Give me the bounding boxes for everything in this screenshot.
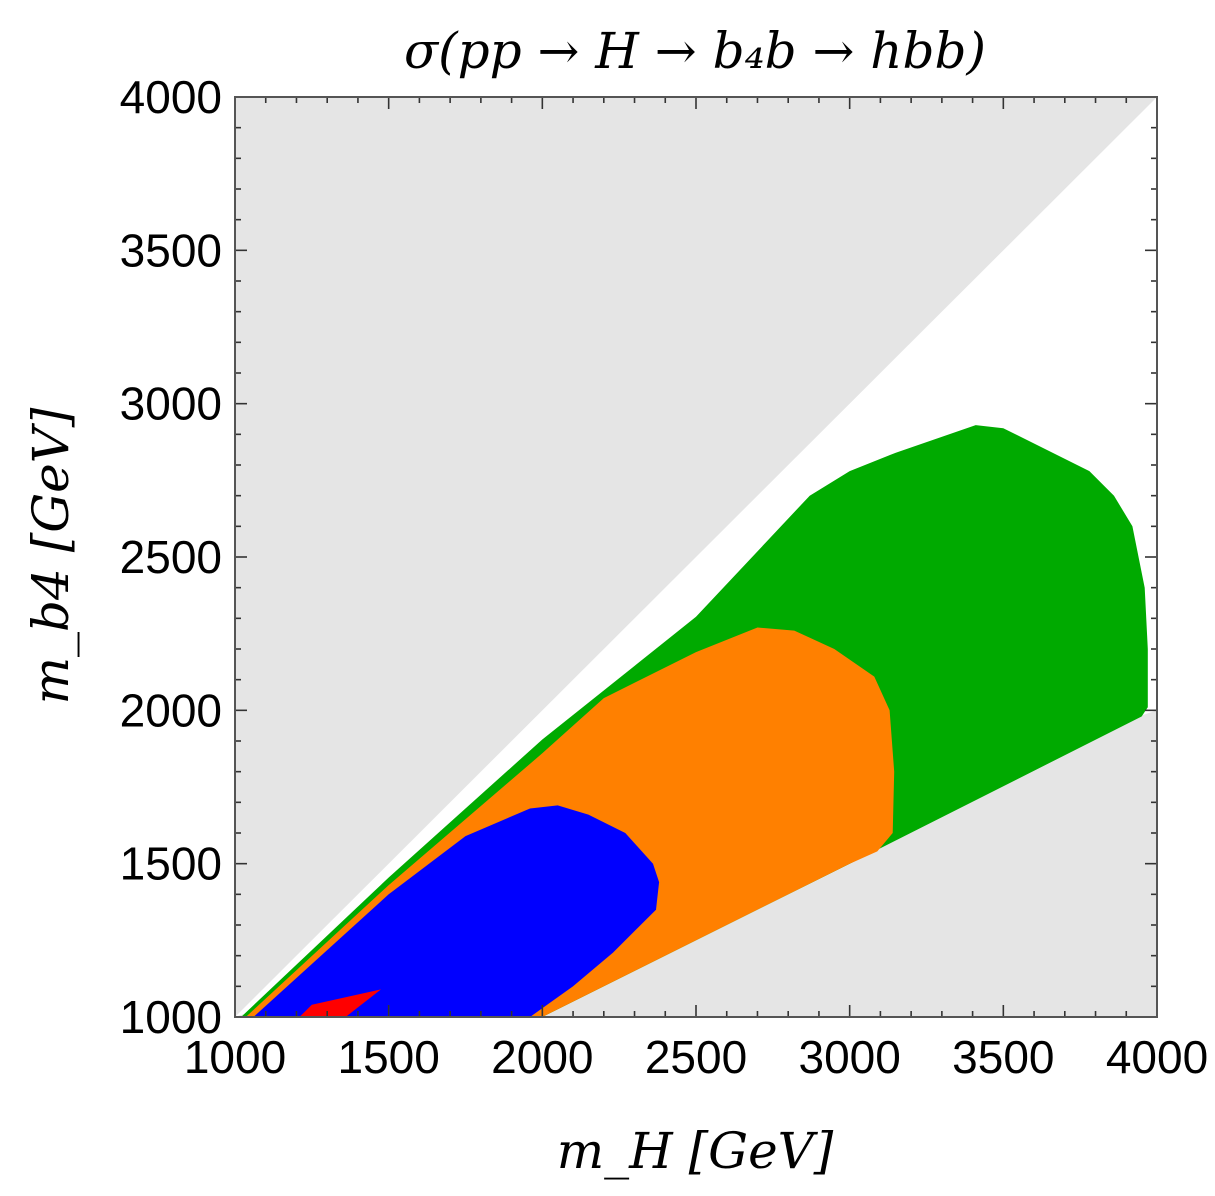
y-tick-label: 1500 [120,838,222,890]
x-axis-label: m_H [GeV] [557,1122,834,1180]
x-tick-label: 3500 [952,1031,1054,1083]
region-excluded-upper-0 [235,97,1157,1017]
y-axis-label: m_b4 [GeV] [22,407,80,704]
plot-regions [235,97,1157,1018]
x-tick-label: 1000 [184,1031,286,1083]
region-band-4 [253,805,660,1017]
y-tick-label: 4000 [120,71,222,123]
y-tick-labels: 1000 1500 2000 2500 3000 3500 4000 [120,71,222,1043]
x-tick-label: 1500 [337,1031,439,1083]
y-tick-label: 3500 [120,224,222,276]
x-tick-label: 4000 [1106,1031,1208,1083]
region-band-5 [299,989,381,1017]
x-tick-label: 2500 [645,1031,747,1083]
y-tick-label: 2000 [120,684,222,736]
chart-title: σ(pp → H → b₄b → hbb) [404,22,986,80]
x-tick-labels: 1000 1500 2000 2500 3000 3500 4000 [184,1031,1208,1083]
plot-frame [234,96,1158,1018]
x-tick-label: 2000 [491,1031,593,1083]
y-tick-label: 3000 [120,378,222,430]
y-tick-label: 1000 [120,991,222,1043]
x-tick-label: 3000 [798,1031,900,1083]
y-tick-label: 2500 [120,531,222,583]
